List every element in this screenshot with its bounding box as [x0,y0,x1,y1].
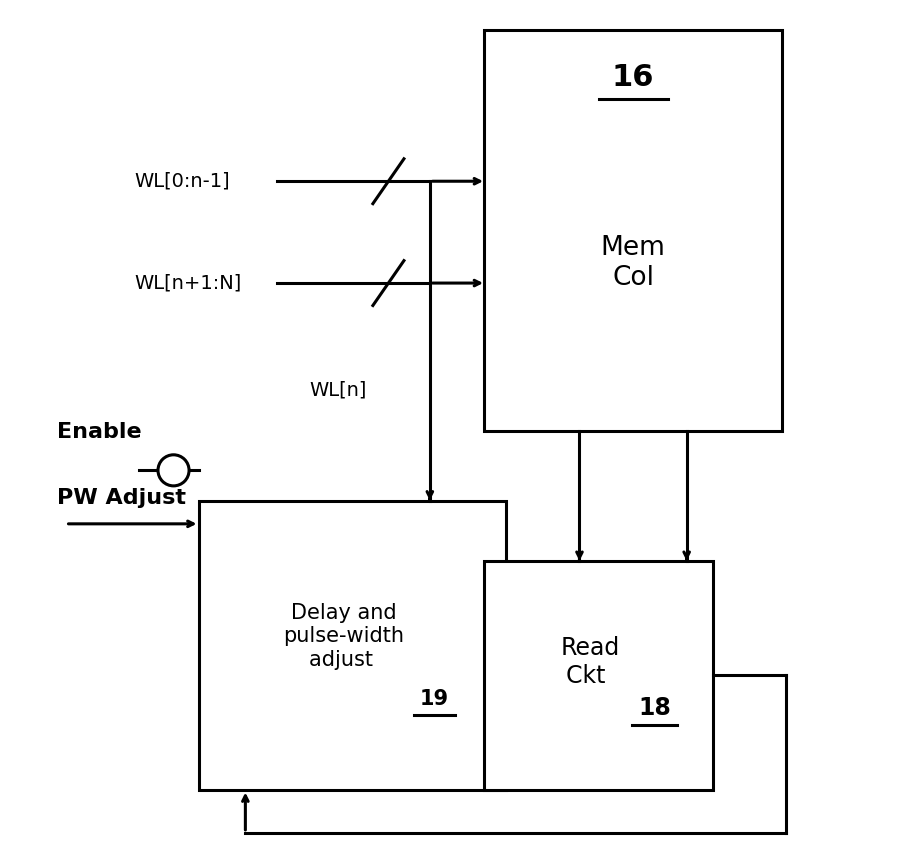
Text: 18: 18 [638,696,671,720]
Bar [484,561,713,790]
Text: WL[n]: WL[n] [309,381,367,400]
Circle shape [158,455,189,486]
Text: PW Adjust: PW Adjust [57,488,186,508]
Text: Delay and
pulse-width
adjust: Delay and pulse-width adjust [283,603,404,670]
Text: Read
Ckt: Read Ckt [560,636,619,689]
Text: 19: 19 [420,690,449,709]
Text: WL[n+1:N]: WL[n+1:N] [134,274,242,293]
Bar [200,501,506,790]
Text: Enable: Enable [57,421,142,442]
Text: Mem
Col: Mem Col [600,235,666,291]
Bar [484,30,782,431]
Text: 16: 16 [612,63,655,92]
Text: WL[0:n-1]: WL[0:n-1] [134,172,231,191]
